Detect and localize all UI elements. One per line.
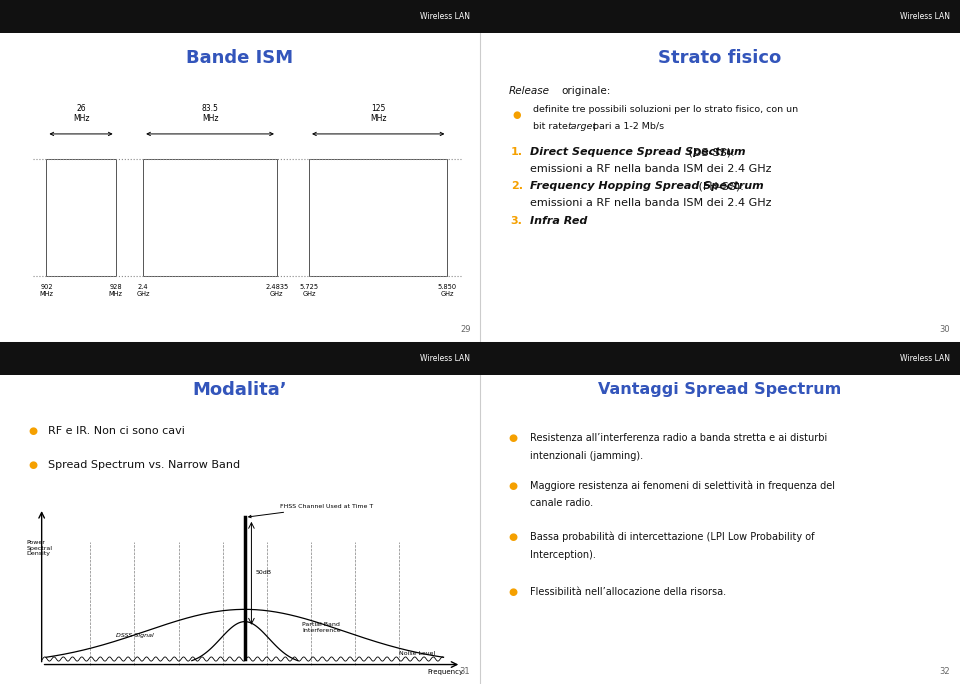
Text: 125
MHz: 125 MHz — [370, 104, 387, 123]
Text: Wireless LAN: Wireless LAN — [420, 12, 470, 21]
Text: ●: ● — [513, 109, 521, 120]
Text: Bassa probabilità di intercettazione (LPI Low Probability of: Bassa probabilità di intercettazione (LP… — [530, 531, 814, 542]
Text: 26
MHz: 26 MHz — [73, 104, 89, 123]
Text: intenzionali (jamming).: intenzionali (jamming). — [530, 451, 643, 460]
Text: Modalita’: Modalita’ — [193, 381, 287, 399]
Text: canale radio.: canale radio. — [530, 499, 593, 508]
Text: 83.5
MHz: 83.5 MHz — [202, 104, 219, 123]
Text: 2.4835
GHz: 2.4835 GHz — [265, 285, 289, 298]
Text: ●: ● — [509, 532, 517, 542]
Text: Frequency Hopping Spread Spectrum: Frequency Hopping Spread Spectrum — [530, 181, 763, 192]
Text: Frequency: Frequency — [427, 669, 464, 675]
Text: Partial Band
Interference: Partial Band Interference — [302, 622, 341, 633]
Text: 902
MHz: 902 MHz — [39, 285, 54, 298]
Text: definite tre possibili soluzioni per lo strato fisico, con un: definite tre possibili soluzioni per lo … — [533, 105, 798, 114]
Text: Bande ISM: Bande ISM — [186, 49, 294, 67]
Text: Wireless LAN: Wireless LAN — [900, 12, 950, 21]
Text: Spread Spectrum vs. Narrow Band: Spread Spectrum vs. Narrow Band — [48, 460, 240, 470]
Text: bit rate: bit rate — [533, 122, 570, 131]
Text: (FH-SS):: (FH-SS): — [695, 181, 744, 192]
Text: 30: 30 — [940, 325, 950, 334]
Text: emissioni a RF nella banda ISM dei 2.4 GHz: emissioni a RF nella banda ISM dei 2.4 G… — [530, 198, 772, 209]
Text: RF e IR. Non ci sono cavi: RF e IR. Non ci sono cavi — [48, 426, 185, 436]
Text: Release: Release — [509, 86, 550, 96]
Text: Vantaggi Spread Spectrum: Vantaggi Spread Spectrum — [598, 382, 842, 397]
Text: Maggiore resistenza ai fenomeni di selettività in frequenza del: Maggiore resistenza ai fenomeni di selet… — [530, 480, 835, 491]
Text: Wireless LAN: Wireless LAN — [900, 354, 950, 363]
Text: originale:: originale: — [562, 86, 611, 96]
Text: pari a 1-2 Mb/s: pari a 1-2 Mb/s — [593, 122, 664, 131]
Text: emissioni a RF nella banda ISM dei 2.4 GHz: emissioni a RF nella banda ISM dei 2.4 G… — [530, 164, 772, 174]
Text: 2.: 2. — [511, 181, 522, 192]
Text: (DS-SS):: (DS-SS): — [684, 147, 734, 157]
Bar — [309, 159, 447, 276]
Bar — [46, 159, 115, 276]
Text: Noise Level: Noise Level — [398, 651, 435, 656]
Bar — [143, 159, 276, 276]
Text: DSSS Signal: DSSS Signal — [115, 633, 154, 638]
Text: 29: 29 — [460, 325, 470, 334]
Text: Flessibilità nell’allocazione della risorsa.: Flessibilità nell’allocazione della riso… — [530, 587, 726, 596]
Text: 50dB: 50dB — [255, 570, 272, 575]
Text: Infra Red: Infra Red — [530, 215, 588, 226]
Text: FHSS Channel Used at Time T: FHSS Channel Used at Time T — [249, 504, 373, 518]
Text: 32: 32 — [940, 667, 950, 676]
Text: target: target — [567, 122, 596, 131]
Text: 928
MHz: 928 MHz — [108, 285, 123, 298]
Text: Interception).: Interception). — [530, 550, 596, 560]
Text: ●: ● — [29, 460, 37, 470]
Text: 5.725
GHz: 5.725 GHz — [300, 285, 319, 298]
Text: ●: ● — [509, 587, 517, 596]
Text: 2.4
GHz: 2.4 GHz — [136, 285, 150, 298]
Text: Direct Sequence Spread Spectrum: Direct Sequence Spread Spectrum — [530, 147, 746, 157]
Text: Strato fisico: Strato fisico — [659, 49, 781, 67]
Text: ●: ● — [29, 426, 37, 436]
Text: 5.850
GHz: 5.850 GHz — [438, 285, 457, 298]
Text: Resistenza all’interferenza radio a banda stretta e ai disturbi: Resistenza all’interferenza radio a band… — [530, 433, 828, 443]
Text: 3.: 3. — [511, 215, 522, 226]
Text: ●: ● — [509, 433, 517, 443]
Text: ●: ● — [509, 481, 517, 490]
Text: Wireless LAN: Wireless LAN — [420, 354, 470, 363]
Text: 31: 31 — [460, 667, 470, 676]
Text: 1.: 1. — [511, 147, 522, 157]
Text: Power
Spectral
Density: Power Spectral Density — [26, 540, 52, 556]
